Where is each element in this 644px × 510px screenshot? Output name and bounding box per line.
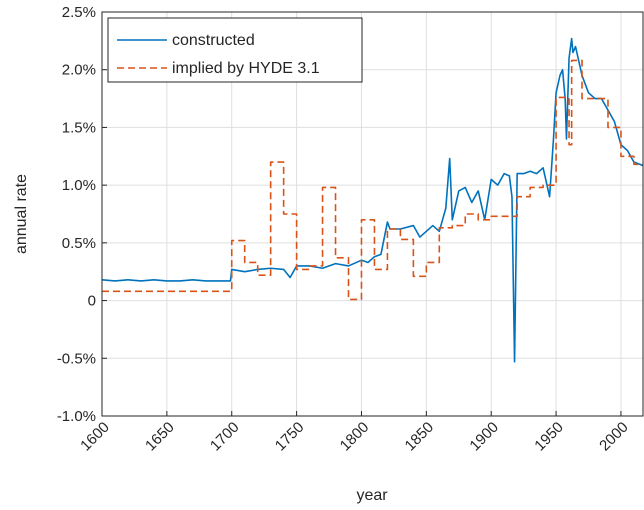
y-tick-label: -0.5% — [57, 350, 96, 367]
y-tick-label: -1.0% — [57, 408, 96, 425]
y-tick-label: 0.5% — [62, 235, 96, 252]
legend-label: implied by HYDE 3.1 — [172, 60, 320, 77]
lines — [102, 37, 643, 363]
data-line — [102, 59, 643, 301]
y-tick-label: 1.5% — [62, 119, 96, 136]
data-line — [102, 37, 643, 363]
y-axis-label: annual rate — [13, 174, 30, 254]
legend-box — [107, 17, 363, 83]
legend: constructed implied by HYDE 3.1 — [107, 17, 363, 83]
legend-label: constructed — [172, 32, 255, 49]
y-tick-label: 0 — [88, 293, 96, 310]
y-tick-label: 2.5% — [62, 4, 96, 21]
y-tick-label: 2.0% — [62, 62, 96, 79]
x-axis-label: year — [356, 487, 388, 504]
plot-frame — [101, 11, 644, 417]
y-tick-label: 1.0% — [62, 177, 96, 194]
